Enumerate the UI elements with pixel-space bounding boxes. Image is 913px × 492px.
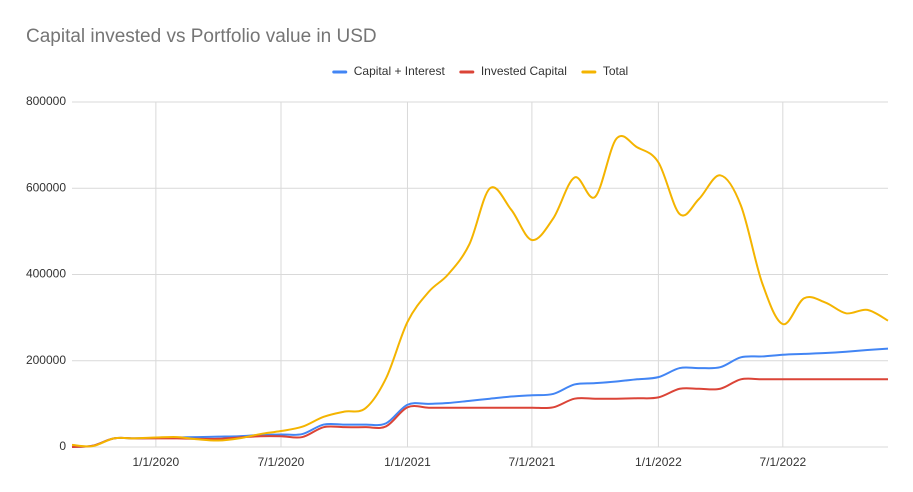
x-tick-label: 1/1/2021 <box>384 455 431 469</box>
x-tick-label: 7/1/2022 <box>759 455 806 469</box>
series-line <box>71 134 889 448</box>
x-tick-label: 1/1/2020 <box>133 455 180 469</box>
y-tick-label: 600000 <box>26 180 66 194</box>
series-line <box>71 377 888 448</box>
y-tick-label: 800000 <box>26 94 66 108</box>
legend-label: Capital + Interest <box>354 64 446 78</box>
legend-label: Invested Capital <box>481 64 567 78</box>
y-tick-label: 200000 <box>26 353 66 367</box>
series-line <box>71 347 889 448</box>
x-tick-label: 7/1/2021 <box>509 455 556 469</box>
x-tick-label: 1/1/2022 <box>635 455 682 469</box>
chart-title: Capital invested vs Portfolio value in U… <box>26 26 377 47</box>
y-tick-label: 0 <box>59 439 66 453</box>
x-tick-label: 7/1/2020 <box>258 455 305 469</box>
legend-label: Total <box>603 64 628 78</box>
y-tick-label: 400000 <box>26 267 66 281</box>
